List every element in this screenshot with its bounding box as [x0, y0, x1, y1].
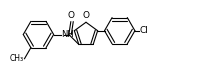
Text: O: O — [82, 11, 90, 20]
Text: NH: NH — [61, 30, 74, 38]
Text: Cl: Cl — [140, 26, 149, 35]
Text: O: O — [68, 11, 75, 20]
Text: CH₃: CH₃ — [9, 54, 23, 63]
